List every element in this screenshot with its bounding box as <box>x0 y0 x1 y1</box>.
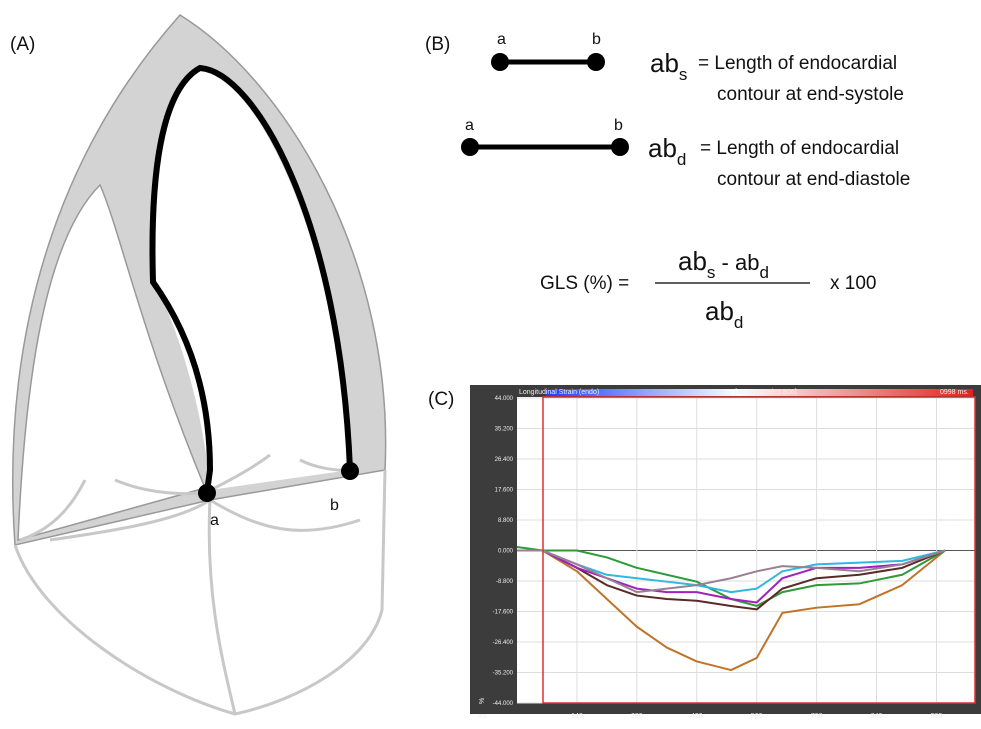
dot <box>491 53 509 71</box>
x-tick-label: 700 <box>811 713 823 720</box>
formula-part: - ab <box>715 250 759 275</box>
symbol-main: ab <box>650 48 679 78</box>
dot <box>611 138 629 156</box>
formula-sub: s <box>707 263 716 282</box>
point-b-dot <box>341 462 359 480</box>
definition: contour at end-diastole <box>717 169 910 190</box>
x-tick-label: 140 <box>571 713 583 720</box>
y-tick-label: 26.400 <box>495 457 514 463</box>
x-tick-label: 840 <box>871 713 883 720</box>
y-tick-label: -17.600 <box>493 610 514 616</box>
symbol-sub: d <box>677 150 686 169</box>
y-tick-label: 35.200 <box>495 427 514 433</box>
annotation: 0998 ms. <box>940 389 969 396</box>
septum-line <box>209 500 235 714</box>
formula-sub: d <box>734 313 743 332</box>
heart-diagram <box>13 15 386 714</box>
y-tick-label: -26.400 <box>493 640 514 646</box>
formula-lhs: GLS (%) = <box>540 273 629 294</box>
x-tick-label: 560 <box>751 713 763 720</box>
point-label: b <box>614 117 623 134</box>
symbol-sub: s <box>679 65 688 84</box>
y-tick-label: -35.200 <box>493 671 514 677</box>
point-label: a <box>497 31 506 48</box>
formula-denominator: abd <box>705 296 743 332</box>
y-tick-label: -8.800 <box>496 579 514 585</box>
symbol: abs <box>650 48 687 84</box>
x-tick-label: 280 <box>631 713 643 720</box>
dot <box>461 138 479 156</box>
definition: = Length of endocardial <box>700 138 899 159</box>
symbol-main: ab <box>648 133 677 163</box>
formula-part: ab <box>678 246 707 276</box>
chart-subtitle: [accuracy +/- 1.806] <box>735 389 797 396</box>
formula-numerator: abs - abd <box>678 246 769 282</box>
figure: (A) a b (B) a b abs = Length of endocard… <box>0 0 981 729</box>
panel-label: (C) <box>428 389 454 410</box>
x-axis-label: ms. <box>478 713 489 720</box>
point-label: b <box>592 31 601 48</box>
definition: = Length of endocardial <box>698 53 897 74</box>
y-tick-label: 0.000 <box>498 549 514 555</box>
formula-part: ab <box>705 296 734 326</box>
panel-label: (B) <box>425 34 450 55</box>
chart-title: Longitudinal Strain (endo) <box>519 389 599 396</box>
formula-times: x 100 <box>830 273 876 294</box>
definition: contour at end-systole <box>717 84 904 105</box>
y-tick-label: 8.800 <box>498 518 514 524</box>
y-tick-label: 17.600 <box>495 488 514 494</box>
dot <box>587 53 605 71</box>
formula-sub: d <box>759 263 768 282</box>
y-axis-label: % <box>479 698 486 704</box>
point-a-dot <box>198 484 216 502</box>
symbol: abd <box>648 133 686 169</box>
point-label: a <box>465 117 474 134</box>
page: (A) a b (B) a b abs = Length of endocard… <box>0 0 981 729</box>
point-label: a <box>210 512 219 529</box>
y-tick-label: -44.000 <box>493 701 514 707</box>
panel-label: (A) <box>10 34 35 55</box>
y-tick-label: 44.000 <box>495 396 514 402</box>
x-tick-label: 980 <box>931 713 943 720</box>
x-tick-label: 420 <box>691 713 703 720</box>
point-label: b <box>330 497 339 514</box>
